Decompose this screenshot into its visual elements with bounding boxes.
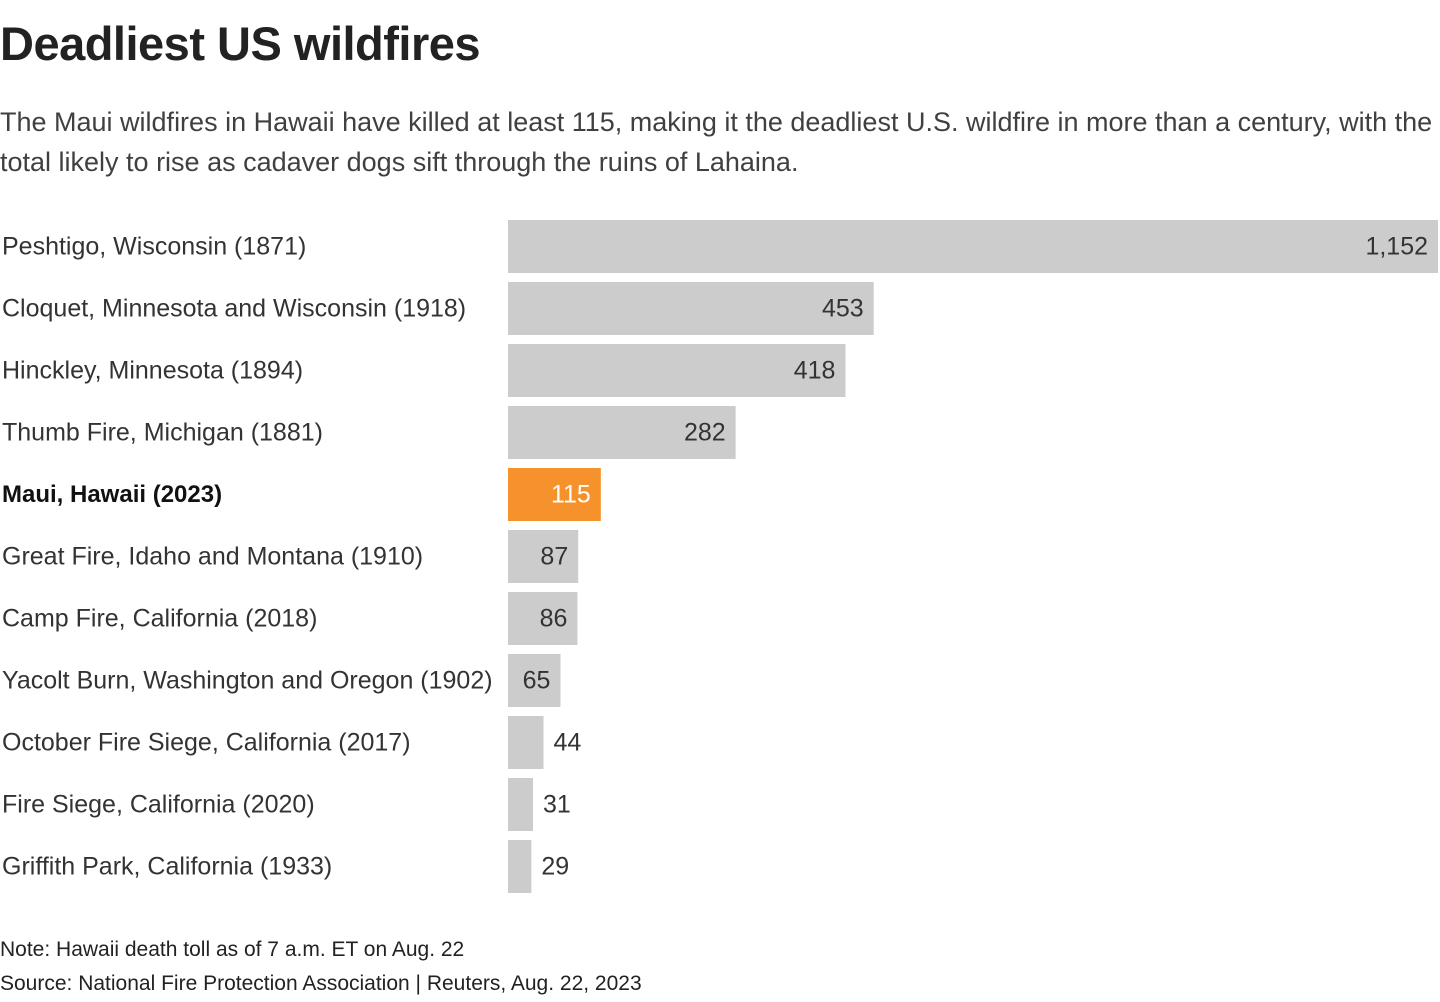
value-label: 44 — [554, 729, 582, 757]
category-label: Hinckley, Minnesota (1894) — [2, 357, 303, 385]
category-label: October Fire Siege, California (2017) — [2, 729, 411, 757]
bar — [508, 344, 846, 397]
chart-source: Source: National Fire Protection Associa… — [0, 972, 642, 995]
chart-title: Deadliest US wildfires — [0, 17, 481, 70]
category-label: Maui, Hawaii (2023) — [2, 481, 222, 508]
bar — [508, 220, 1438, 273]
value-label: 453 — [822, 295, 864, 323]
value-label: 1,152 — [1365, 233, 1428, 261]
bar — [508, 840, 532, 893]
category-label: Thumb Fire, Michigan (1881) — [2, 419, 323, 447]
category-label: Fire Siege, California (2020) — [2, 791, 315, 819]
bar — [508, 406, 736, 459]
bar — [508, 530, 579, 583]
value-label: 115 — [551, 481, 591, 509]
category-label: Great Fire, Idaho and Montana (1910) — [2, 543, 423, 571]
category-label: Cloquet, Minnesota and Wisconsin (1918) — [2, 295, 466, 323]
category-label: Yacolt Burn, Washington and Oregon (1902… — [2, 667, 493, 695]
bar-chart: Peshtigo, Wisconsin (1871) 1,152 Cloquet, … — [2, 220, 1438, 893]
bar — [508, 778, 534, 831]
bar — [508, 716, 544, 769]
chart-note: Note: Hawaii death toll as of 7 a.m. ET … — [0, 938, 465, 961]
value-label: 86 — [540, 605, 568, 633]
category-label: Griffith Park, California (1933) — [2, 853, 332, 881]
category-label: Peshtigo, Wisconsin (1871) — [2, 233, 306, 261]
bar-highlight — [508, 468, 601, 521]
category-label: Camp Fire, California (2018) — [2, 605, 317, 633]
value-label: 31 — [543, 791, 571, 819]
chart-subtitle: The Maui wildfires in Hawaii have killed… — [0, 107, 1433, 177]
value-label: 87 — [540, 543, 568, 571]
value-label: 29 — [541, 853, 569, 881]
bar — [508, 282, 874, 335]
bar — [508, 654, 561, 707]
value-label: 65 — [523, 667, 551, 695]
value-label: 418 — [794, 357, 836, 385]
value-label: 282 — [684, 419, 726, 447]
bar — [508, 592, 578, 645]
